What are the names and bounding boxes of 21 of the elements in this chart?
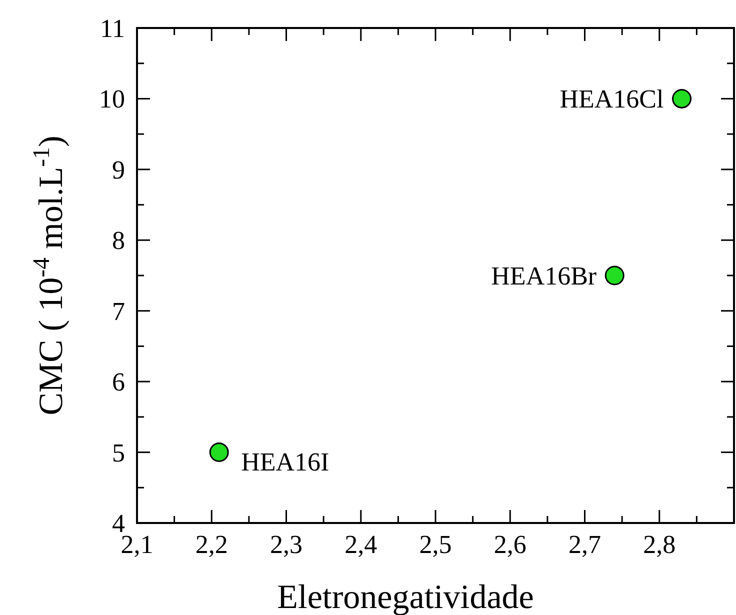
x-tick-label: 2,8 <box>643 530 676 559</box>
x-axis-title: Eletronegatividade <box>277 579 534 615</box>
y-tick-label: 9 <box>112 155 125 184</box>
annotation: HEA16Cl <box>560 84 664 114</box>
annotation: HEA16I <box>241 447 330 476</box>
x-tick-label: 2,6 <box>494 530 526 559</box>
x-tick-label: 2,4 <box>344 530 378 559</box>
annotation: HEA16Br <box>491 262 597 290</box>
x-tick-label: 2,5 <box>419 530 452 559</box>
y-tick-label: 5 <box>112 438 125 468</box>
point <box>604 266 624 286</box>
y-tick-label: 11 <box>100 14 125 43</box>
x-tick-label: 2,2 <box>195 530 228 559</box>
y-tick-label: 10 <box>99 84 125 114</box>
y-tick-label: 6 <box>112 368 125 397</box>
point <box>672 88 692 108</box>
point <box>209 442 229 462</box>
y-tick-label: 7 <box>112 296 125 326</box>
x-tick-label: 2,3 <box>270 530 302 559</box>
y-tick-label: 8 <box>112 226 125 256</box>
x-tick-label: 2,7 <box>568 530 601 559</box>
